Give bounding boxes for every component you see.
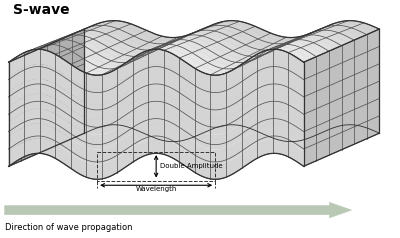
FancyArrow shape [5,202,352,218]
Polygon shape [46,33,348,56]
Polygon shape [9,124,304,164]
Polygon shape [28,40,329,66]
Text: Direction of wave propagation: Direction of wave propagation [5,223,132,232]
Polygon shape [9,47,310,75]
Polygon shape [66,25,367,47]
Polygon shape [78,21,379,41]
Polygon shape [21,42,322,69]
Polygon shape [34,37,335,63]
Polygon shape [304,29,379,166]
Text: Wavelength: Wavelength [136,186,177,193]
Polygon shape [84,21,379,142]
Polygon shape [53,30,354,53]
Polygon shape [9,139,304,179]
Polygon shape [72,23,373,44]
Polygon shape [9,109,304,150]
Polygon shape [40,35,342,60]
Polygon shape [15,45,316,72]
Polygon shape [9,49,304,90]
Polygon shape [9,79,304,120]
Polygon shape [9,29,84,166]
Polygon shape [9,64,304,105]
Text: Double Amplitude: Double Amplitude [160,163,223,169]
Polygon shape [59,28,360,50]
Polygon shape [9,94,304,135]
Text: S-wave: S-wave [13,3,69,17]
